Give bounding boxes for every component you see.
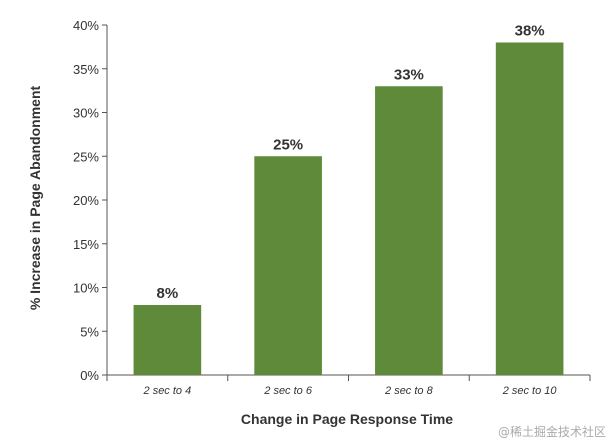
x-tick-label: 2 sec to 10	[502, 385, 558, 397]
bar-data-label: 25%	[273, 136, 303, 153]
y-tick-label: 25%	[73, 149, 99, 164]
y-tick-label: 0%	[80, 368, 99, 383]
bar	[375, 86, 443, 375]
bar-data-label: 33%	[394, 66, 424, 83]
bar	[133, 305, 202, 375]
y-tick-label: 5%	[80, 324, 99, 339]
x-tick-label: 2 sec to 4	[143, 385, 192, 397]
bar-data-label: 8%	[157, 285, 179, 302]
y-tick-label: 35%	[73, 62, 99, 77]
bar	[254, 156, 322, 375]
y-tick-label: 30%	[73, 106, 99, 121]
y-tick-label: 20%	[73, 193, 99, 208]
y-tick-label: 40%	[73, 18, 99, 33]
watermark: @稀土掘金技术社区	[497, 425, 606, 439]
y-axis: 0% 5% 10% 15% 20% 25% 30% 35% 40%	[73, 18, 108, 383]
bars-group	[133, 42, 564, 375]
y-tick-label: 10%	[73, 281, 99, 296]
x-axis: 2 sec to 4 2 sec to 6 2 sec to 8 2 sec to 1…	[106, 374, 591, 397]
x-tick-label: 2 sec to 8	[384, 385, 434, 397]
bar-data-label: 38%	[515, 23, 545, 40]
y-axis-title: % Increase in Page Abandonment	[27, 86, 43, 311]
data-labels-group: 8% 25% 33% 38%	[157, 23, 545, 303]
x-axis-title: Change in Page Response Time	[241, 411, 453, 427]
x-tick-label: 2 sec to 6	[263, 385, 313, 397]
bar	[495, 42, 564, 375]
y-tick-label: 15%	[73, 237, 99, 252]
